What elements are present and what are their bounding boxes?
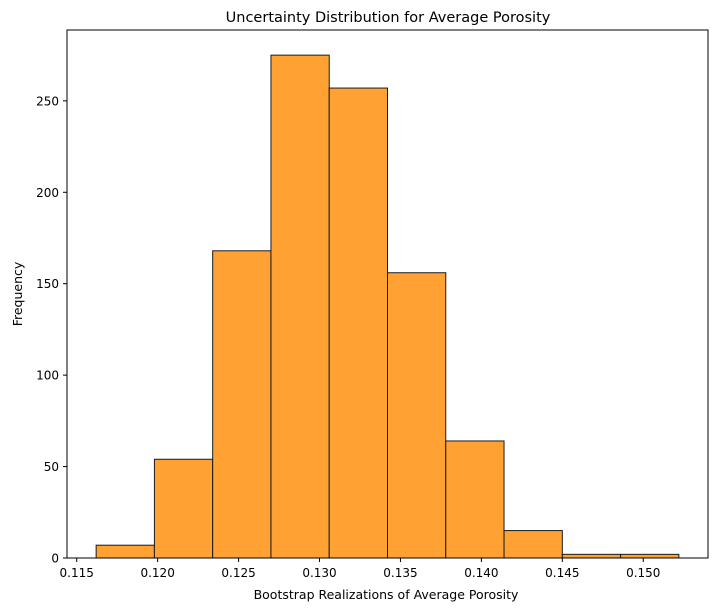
x-tick-label: 0.130 xyxy=(302,566,336,580)
y-tick-label: 50 xyxy=(44,460,59,474)
x-tick-label: 0.120 xyxy=(140,566,174,580)
bars-group xyxy=(95,54,680,559)
histogram-bar xyxy=(620,553,680,559)
x-tick-label: 0.140 xyxy=(464,566,498,580)
histogram-bar xyxy=(270,54,330,559)
histogram-bar xyxy=(503,530,563,559)
x-tick-label: 0.115 xyxy=(60,566,94,580)
histogram-bar xyxy=(445,440,505,559)
y-tick-label: 150 xyxy=(36,277,59,291)
x-tick-label: 0.125 xyxy=(221,566,255,580)
histogram-bar xyxy=(387,272,447,559)
y-tick-label: 250 xyxy=(36,94,59,108)
histogram-bar xyxy=(561,553,622,559)
y-tick-label: 100 xyxy=(36,369,59,383)
histogram-bar xyxy=(153,458,214,559)
histogram-bar xyxy=(328,87,389,559)
x-tick-label: 0.135 xyxy=(383,566,417,580)
chart-title: Uncertainty Distribution for Average Por… xyxy=(226,10,551,26)
y-tick-label: 0 xyxy=(51,552,59,566)
y-tick-label: 200 xyxy=(36,186,59,200)
x-axis-label: Bootstrap Realizations of Average Porosi… xyxy=(254,587,519,602)
x-axis-ticks: 0.115 0.120 0.125 0.130 0.135 0.140 0.145 0.150 xyxy=(60,558,660,580)
axes-frame xyxy=(66,29,709,559)
y-axis-ticks: 0 50 100 150 200 250 xyxy=(36,94,67,566)
x-tick-label: 0.145 xyxy=(545,566,579,580)
histogram-bar xyxy=(212,250,272,559)
x-tick-label: 0.150 xyxy=(626,566,660,580)
y-axis-label: Frequency xyxy=(10,261,25,326)
histogram-bar xyxy=(95,544,155,559)
